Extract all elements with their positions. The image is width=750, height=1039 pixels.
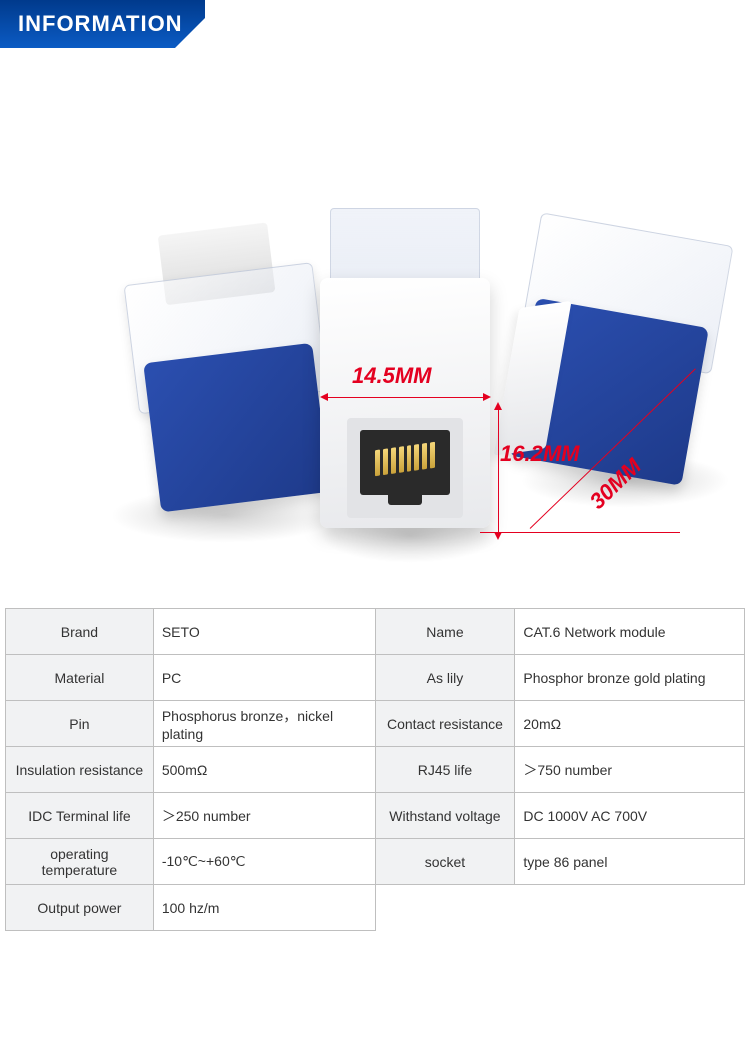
spec-key: socket: [375, 839, 515, 885]
spec-value: ＞250 number: [153, 793, 375, 839]
spec-value: PC: [153, 655, 375, 701]
table-row: BrandSETONameCAT.6 Network module: [6, 609, 745, 655]
spec-value: SETO: [153, 609, 375, 655]
dim-arrow: [483, 393, 491, 401]
spec-value: -10℃~+60℃: [153, 839, 375, 885]
dim-height-label: 16.2MM: [500, 441, 579, 467]
spec-key: RJ45 life: [375, 747, 515, 793]
spec-key: operating temperature: [6, 839, 154, 885]
spec-value: type 86 panel: [515, 839, 745, 885]
spec-value: 20mΩ: [515, 701, 745, 747]
spec-key: Withstand voltage: [375, 793, 515, 839]
spec-key: Contact resistance: [375, 701, 515, 747]
spec-value: Phosphor bronze gold plating: [515, 655, 745, 701]
spec-key: IDC Terminal life: [6, 793, 154, 839]
dim-arrow: [494, 532, 502, 540]
spec-table: BrandSETONameCAT.6 Network moduleMateria…: [5, 608, 745, 931]
table-row: PinPhosphorus bronze，nickel platingConta…: [6, 701, 745, 747]
spec-key: Brand: [6, 609, 154, 655]
spec-value: DC 1000V AC 700V: [515, 793, 745, 839]
spec-key: As lily: [375, 655, 515, 701]
spec-key: Material: [6, 655, 154, 701]
spec-value: ＞750 number: [515, 747, 745, 793]
section-title: INFORMATION: [18, 11, 183, 37]
dim-width-line: [328, 397, 483, 398]
spec-value: 500mΩ: [153, 747, 375, 793]
spec-key: Name: [375, 609, 515, 655]
spec-value: Phosphorus bronze，nickel plating: [153, 701, 375, 747]
spec-key: Output power: [6, 885, 154, 931]
table-row: MaterialPCAs lilyPhosphor bronze gold pl…: [6, 655, 745, 701]
spec-value: 100 hz/m: [153, 885, 375, 931]
table-row: Insulation resistance500mΩRJ45 life＞750 …: [6, 747, 745, 793]
table-row: operating temperature-10℃~+60℃sockettype…: [6, 839, 745, 885]
dim-arrow: [320, 393, 328, 401]
product-illustration: 14.5MM 16.2MM 30MM: [0, 48, 750, 608]
spec-value: CAT.6 Network module: [515, 609, 745, 655]
spec-key: Insulation resistance: [6, 747, 154, 793]
dim-arrow: [494, 402, 502, 410]
dim-height-line: [498, 410, 499, 532]
dim-width-label: 14.5MM: [352, 363, 431, 389]
spec-key: Pin: [6, 701, 154, 747]
table-row: IDC Terminal life＞250 numberWithstand vo…: [6, 793, 745, 839]
dim-guide-line: [480, 532, 680, 533]
table-row: Output power100 hz/m: [6, 885, 745, 931]
section-header: INFORMATION: [0, 0, 750, 48]
